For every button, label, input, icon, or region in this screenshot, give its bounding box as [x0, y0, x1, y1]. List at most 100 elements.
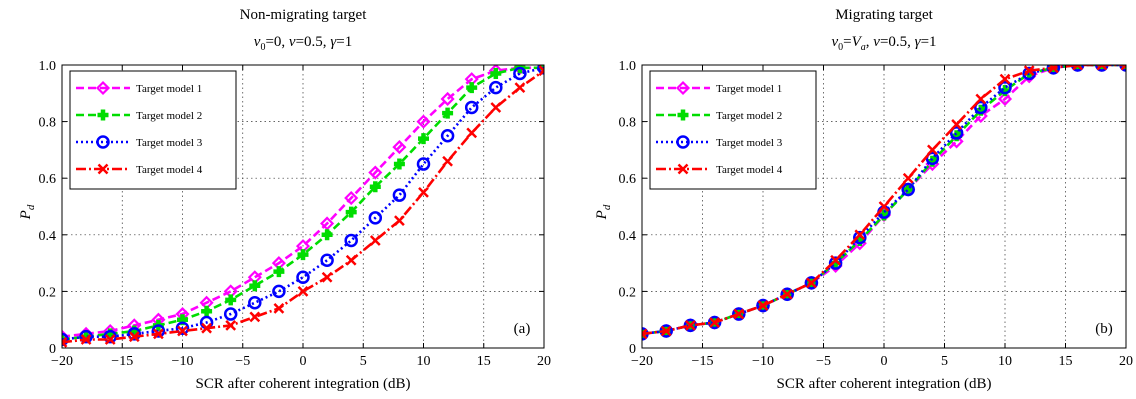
data-point	[272, 284, 286, 299]
data-point	[104, 334, 116, 345]
data-point	[709, 317, 720, 328]
x-tick-label: 20	[537, 354, 551, 369]
data-point	[854, 229, 866, 241]
data-point	[440, 91, 455, 107]
x-tick-label: 10	[998, 354, 1012, 369]
data-point	[902, 184, 914, 196]
legend-marker	[675, 80, 691, 96]
data-point	[151, 324, 166, 338]
data-point	[394, 215, 405, 227]
data-point	[974, 100, 988, 115]
grid-a	[62, 65, 544, 348]
data-point	[153, 328, 164, 340]
chart-title-a: Non-migrating target	[240, 7, 368, 23]
data-point	[273, 302, 285, 314]
data-point	[345, 206, 357, 218]
data-point	[490, 102, 502, 113]
data-point	[418, 186, 429, 198]
data-point	[466, 127, 478, 139]
data-point	[902, 172, 914, 184]
data-point	[103, 329, 117, 344]
data-point	[296, 270, 310, 284]
data-point	[392, 188, 407, 202]
y-tick-label: 0	[49, 342, 56, 357]
series-markers-4	[62, 65, 544, 348]
legend-label: Target model 4	[716, 164, 783, 176]
y-tick-label: 0	[629, 342, 636, 357]
chart-panel-b: Migrating target v0=Va, v=0.5, γ=1 −20 −1…	[594, 7, 1133, 392]
data-point	[368, 165, 383, 180]
data-point	[369, 181, 381, 193]
data-point	[1096, 65, 1108, 71]
data-point	[201, 322, 212, 334]
data-point	[999, 73, 1011, 85]
panel-label-b: (b)	[1095, 321, 1113, 337]
data-point	[320, 253, 334, 268]
ticks-a: −20 −15 −10 −5 0 5 10 15 20 0 0.2 0.4 0.6 0.8 1.0	[39, 59, 552, 369]
data-point	[1022, 66, 1036, 81]
x-tick-label: 0	[881, 354, 888, 369]
x-tick-label: 10	[417, 354, 431, 369]
legend-label: Target model 3	[136, 137, 203, 149]
legend-marker	[676, 135, 690, 149]
data-point	[513, 66, 527, 81]
series-line-4	[62, 69, 544, 344]
chart-subtitle-b: v0=Va, v=0.5, γ=1	[831, 34, 936, 53]
y-tick-label: 0.8	[39, 116, 57, 131]
legend-marker	[97, 109, 109, 121]
data-point	[225, 319, 237, 331]
x-tick-label: −15	[692, 354, 714, 369]
data-point	[321, 229, 333, 241]
data-point	[642, 328, 648, 340]
legend-b: Target model 1 Target model 2 Target model…	[649, 70, 817, 190]
legend-label: Target model 4	[136, 164, 203, 176]
x-tick-label: −10	[172, 354, 194, 369]
data-point	[828, 256, 843, 270]
plot-lines-a	[62, 65, 544, 348]
x-tick-label: −15	[111, 354, 133, 369]
x-tick-label: −20	[631, 354, 653, 369]
data-point	[780, 287, 794, 301]
x-tick-label: −10	[752, 354, 774, 369]
x-tick-label: 15	[1059, 354, 1073, 369]
data-point	[830, 254, 841, 266]
series-line-3	[62, 66, 544, 341]
y-tick-label: 1.0	[39, 59, 57, 74]
data-point	[1048, 65, 1059, 74]
data-point	[440, 129, 455, 143]
data-point	[804, 276, 819, 290]
data-point	[418, 133, 429, 145]
data-point	[297, 286, 309, 297]
data-point	[344, 190, 359, 206]
data-point	[466, 82, 478, 94]
y-axis-label-a: Pd	[18, 204, 37, 220]
legend-marker	[96, 135, 110, 149]
data-point	[416, 157, 431, 171]
data-point	[927, 144, 938, 156]
x-tick-label: 20	[1119, 354, 1133, 369]
data-point	[1072, 65, 1083, 71]
data-point	[757, 300, 769, 311]
data-point	[901, 182, 915, 197]
series-markers-4	[642, 65, 1126, 340]
x-tick-label: −5	[235, 354, 250, 369]
data-point	[297, 249, 309, 261]
data-point	[756, 298, 770, 313]
data-point	[949, 126, 964, 140]
series-markers-3	[62, 65, 544, 347]
data-point	[925, 151, 940, 166]
legend-marker	[677, 163, 689, 175]
data-point	[975, 93, 987, 105]
y-tick-label: 0.6	[39, 172, 57, 187]
data-point	[733, 308, 745, 320]
legend-label: Target model 2	[716, 110, 782, 122]
data-point	[949, 134, 964, 149]
legend-marker	[97, 163, 109, 175]
data-point	[175, 321, 190, 335]
data-point	[273, 266, 285, 278]
legend-marker	[677, 109, 689, 121]
y-tick-label: 0.2	[619, 285, 637, 300]
data-point	[320, 216, 335, 231]
legend-label: Target model 2	[136, 110, 202, 122]
